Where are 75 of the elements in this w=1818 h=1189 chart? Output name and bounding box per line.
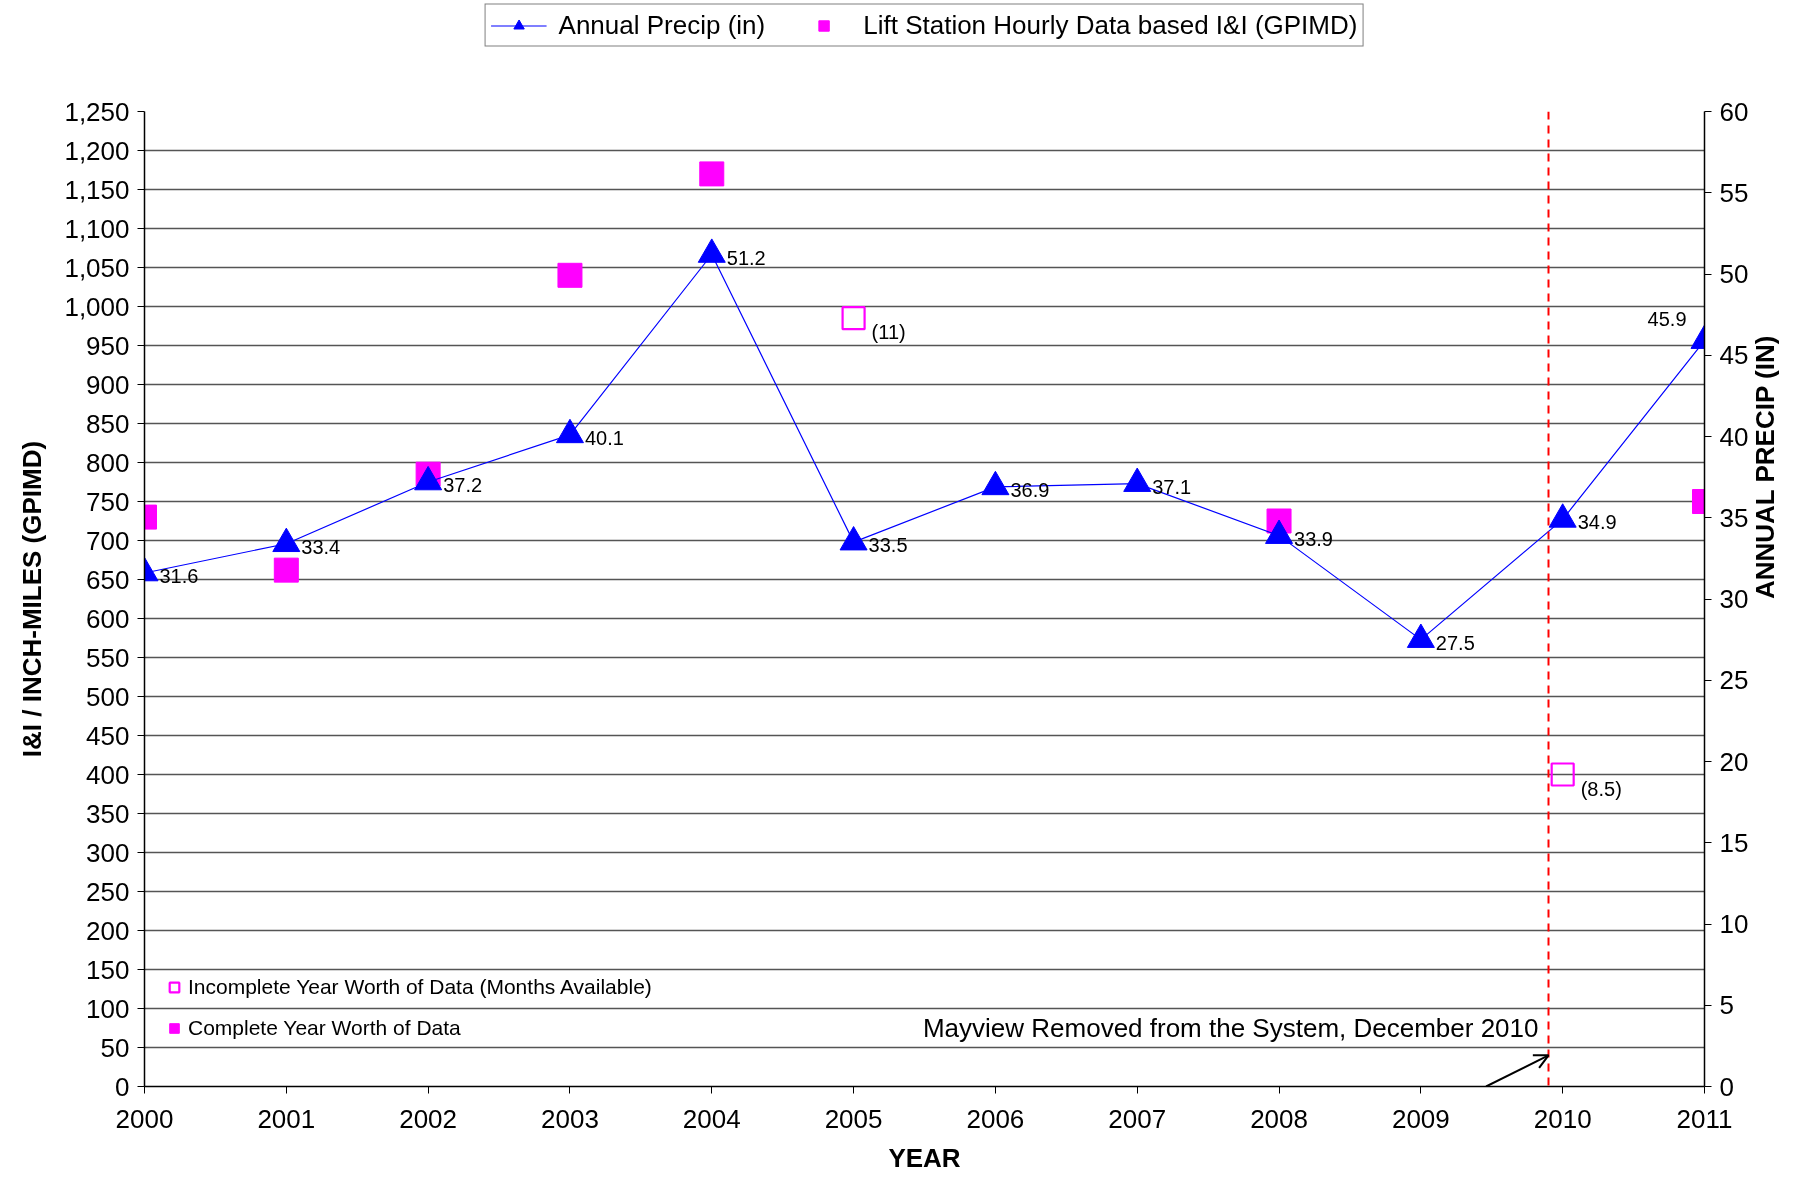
y2-tick-label: 55	[1719, 177, 1749, 208]
x-tick-label: 2010	[1533, 1103, 1592, 1134]
x-tick-label: 2008	[1250, 1103, 1308, 1134]
data-label: 37.1	[1152, 475, 1192, 498]
x-tick-label: 2002	[399, 1103, 458, 1134]
y-tick-label: 300	[86, 837, 130, 868]
legend-label: Lift Station Hourly Data based I&I (GPIMD)	[863, 9, 1358, 41]
y-tick-label: 200	[86, 915, 130, 946]
y2-tick-label: 10	[1719, 909, 1749, 939]
y2-tick-label: 40	[1719, 421, 1749, 452]
ref-line-label: Mayview Removed from the System, December 2010	[922, 1013, 1539, 1043]
data-label: 33.4	[301, 535, 341, 558]
y-tick-label: 600	[86, 603, 130, 634]
x-tick-label: 2009	[1391, 1103, 1450, 1134]
y2-tick-label: 15	[1719, 827, 1749, 858]
point	[699, 161, 725, 187]
data-label: 34.9	[1577, 511, 1617, 534]
y-tick-label: 150	[86, 954, 130, 985]
data-label: 33.5	[868, 534, 908, 557]
x-tick-label: 2003	[541, 1103, 599, 1134]
data-label: 40.1	[584, 426, 624, 449]
y-tick-label: 100	[86, 993, 130, 1024]
y2-tick-label: 50	[1719, 259, 1749, 289]
x-tick-label: 2005	[824, 1103, 883, 1134]
x-tick-label: 2007	[1108, 1103, 1167, 1134]
x-axis-title: YEAR	[888, 1142, 961, 1173]
y-tick-label: 400	[86, 759, 130, 790]
y2-tick-label: 35	[1719, 502, 1749, 533]
y-tick-label: 1,250	[64, 96, 130, 127]
y-tick-label: 1,000	[64, 291, 130, 322]
y-tick-label: 850	[86, 408, 130, 439]
point	[841, 306, 866, 331]
y2-tick-label: 0	[1719, 1071, 1734, 1102]
x-tick-label: 2011	[1676, 1103, 1733, 1134]
y-tick-label: 700	[86, 525, 130, 556]
y2-tick-label: 25	[1719, 665, 1749, 696]
data-label: 51.2	[726, 246, 766, 269]
x-tick-label: 2000	[115, 1103, 174, 1134]
y-tick-label: 1,100	[64, 213, 130, 244]
y-tick-label: 1,200	[64, 135, 130, 166]
y-tick-label: 750	[86, 486, 130, 517]
y2-axis-title: ANNUAL PRECIP (IN)	[1750, 335, 1781, 599]
x-tick-label: 2001	[257, 1103, 316, 1134]
y-axis-title: I&I / INCH-MILES (GPIMD)	[17, 440, 48, 758]
annotation: Complete Year Worth of Data	[188, 1016, 461, 1040]
point	[557, 262, 583, 288]
data-label: 37.2	[443, 474, 483, 496]
y-tick-label: 450	[86, 720, 130, 751]
y-tick-label: 550	[86, 642, 130, 673]
y-tick-label: 350	[86, 798, 130, 829]
y2-tick-label: 20	[1719, 746, 1749, 777]
x-tick-label: 2004	[682, 1103, 741, 1134]
y2-tick-label: 30	[1719, 584, 1749, 614]
y-tick-label: 1,050	[64, 252, 130, 283]
x-tick-label: 2006	[966, 1103, 1025, 1134]
point	[273, 557, 299, 583]
y-tick-label: 950	[86, 330, 130, 361]
y2-tick-label: 45	[1719, 340, 1749, 371]
y-tick-label: 800	[86, 447, 130, 478]
y2-tick-label: 60	[1719, 96, 1749, 127]
y-tick-label: 1,150	[64, 174, 130, 205]
data-label: 27.5	[1435, 631, 1475, 654]
data-label: 45.9	[1647, 307, 1687, 330]
legend-label: Incomplete Year Worth of Data (Months Available)	[188, 975, 652, 999]
legend-label: Annual Precip (in)	[558, 9, 766, 41]
annotation: (8.5)	[1580, 777, 1622, 800]
y-tick-label: 250	[86, 876, 130, 907]
y-tick-label: 50	[100, 1032, 130, 1063]
y2-tick-label: 5	[1719, 990, 1734, 1021]
y-tick-label: 650	[86, 564, 130, 595]
y-tick-label: 500	[86, 681, 130, 712]
point	[1550, 762, 1575, 787]
annotation: (11)	[871, 321, 906, 344]
y-tick-label: 900	[86, 369, 130, 400]
y-tick-label: 0	[115, 1071, 130, 1102]
